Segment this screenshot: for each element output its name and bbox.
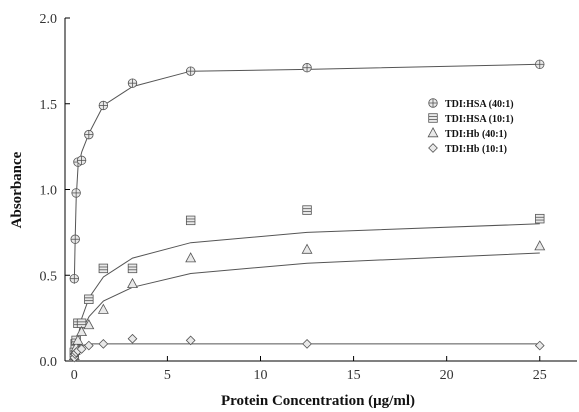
data-point-series-3 (534, 240, 546, 251)
data-point-series-1 (71, 188, 81, 198)
data-point-series-1 (535, 59, 545, 70)
data-point-series-3 (301, 243, 313, 254)
legend: TDI:HSA (40:1) TDI:HSA (10:1) TDI:Hb (40:1… (427, 98, 514, 155)
x-axis-title: Protein Concentration (μg/ml) (221, 393, 415, 409)
y-tick-label: 2.0 (40, 12, 58, 27)
data-point-series-2 (84, 294, 94, 304)
data-point-series-4 (83, 340, 94, 351)
data-point-series-4 (302, 338, 312, 349)
y-tick-label: 1.0 (40, 184, 58, 199)
x-tick-label: 0 (71, 368, 78, 383)
y-tick-label: 0.0 (40, 355, 58, 370)
data-point-series-2 (185, 215, 196, 226)
data-point-series-1 (69, 273, 80, 284)
legend-label-1: TDI:HSA (40:1) (445, 99, 514, 110)
data-point-series-3 (185, 252, 197, 263)
data-point-series-3 (83, 319, 95, 330)
data-point-series-1 (185, 66, 196, 76)
legend-marker-3 (427, 127, 439, 138)
data-point-series-4 (98, 338, 109, 349)
data-point-series-3 (97, 303, 109, 314)
data-point-series-4 (76, 344, 87, 354)
data-point-series-2 (127, 263, 138, 274)
data-point-series-3 (127, 277, 138, 289)
data-point-series-3 (72, 334, 84, 345)
data-point-series-2 (535, 213, 545, 224)
data-point-series-1 (302, 63, 312, 73)
data-point-series-1 (127, 78, 138, 88)
data-point-series-4 (127, 333, 138, 344)
x-tick-label: 5 (164, 368, 171, 383)
x-tick-label: 15 (347, 368, 361, 383)
legend-marker-2 (428, 113, 438, 123)
y-axis-title: Absorbance (9, 151, 25, 228)
y-ticks: 0.0 0.5 1.0 1.5 2.0 (40, 12, 70, 370)
x-ticks: 0 5 10 15 20 25 (71, 356, 547, 383)
data-point-series-1 (76, 155, 87, 166)
y-tick-label: 0.5 (40, 269, 58, 284)
legend-label-3: TDI:Hb (40:1) (445, 129, 507, 140)
data-points (68, 59, 546, 363)
x-tick-label: 25 (533, 368, 547, 383)
y-tick-label: 1.5 (40, 98, 58, 113)
data-point-series-4 (534, 340, 545, 351)
data-point-series-1 (70, 234, 80, 244)
legend-marker-1 (428, 98, 438, 108)
x-tick-label: 20 (440, 368, 454, 383)
legend-label-4: TDI:Hb (10:1) (445, 144, 507, 155)
data-point-series-1 (84, 129, 94, 140)
legend-label-2: TDI:HSA (10:1) (445, 114, 514, 125)
fit-curve-series-2 (73, 223, 540, 355)
legend-marker-4 (428, 143, 438, 153)
data-point-series-3 (76, 325, 88, 337)
x-tick-label: 10 (253, 368, 267, 383)
data-point-series-2 (98, 263, 109, 274)
data-point-series-1 (98, 100, 109, 111)
data-point-series-2 (302, 205, 312, 215)
data-point-series-4 (185, 335, 196, 346)
